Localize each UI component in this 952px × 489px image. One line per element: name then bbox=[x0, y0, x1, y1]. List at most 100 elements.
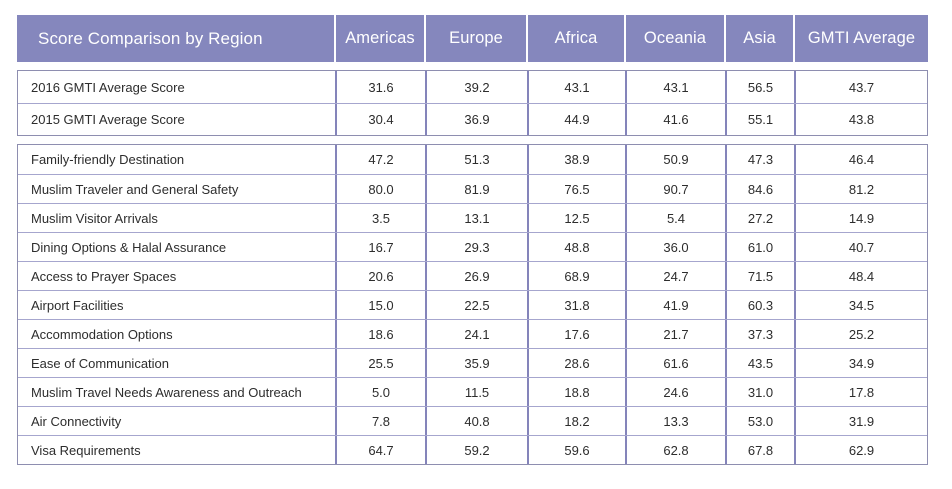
row-label: 2016 GMTI Average Score bbox=[31, 79, 185, 95]
score-cell: 41.9 bbox=[625, 291, 725, 319]
table-row: Ease of Communication 25.5 35.9 28.6 61.6 43.… bbox=[18, 348, 927, 377]
score-cell: 17.6 bbox=[527, 320, 625, 348]
score-cell: 41.6 bbox=[625, 104, 725, 135]
score-cell: 60.3 bbox=[725, 291, 794, 319]
row-label: Muslim Visitor Arrivals bbox=[31, 210, 158, 226]
column-header-americas: Americas bbox=[334, 15, 424, 62]
score-cell: 43.8 bbox=[794, 104, 927, 135]
score-cell: 43.7 bbox=[794, 71, 927, 103]
score-cell: 84.6 bbox=[725, 175, 794, 203]
score-cell: 17.8 bbox=[794, 378, 927, 406]
row-label: Accommodation Options bbox=[31, 326, 173, 342]
score-cell: 36.0 bbox=[625, 233, 725, 261]
row-label: Family-friendly Destination bbox=[31, 152, 185, 167]
score-cell: 76.5 bbox=[527, 175, 625, 203]
table-row: 2015 GMTI Average Score 30.4 36.9 44.9 41.6 5… bbox=[18, 103, 927, 135]
table-title: Score Comparison by Region bbox=[38, 28, 263, 48]
table-row: Muslim Travel Needs Awareness and Outrea… bbox=[18, 377, 927, 406]
score-cell: 53.0 bbox=[725, 407, 794, 435]
score-cell: 39.2 bbox=[425, 71, 527, 103]
score-cell: 40.7 bbox=[794, 233, 927, 261]
score-cell: 36.9 bbox=[425, 104, 527, 135]
row-label: Muslim Travel Needs Awareness and Outrea… bbox=[31, 384, 302, 400]
table-row: Dining Options & Halal Assurance 16.7 29.3… bbox=[18, 232, 927, 261]
score-cell: 48.4 bbox=[794, 262, 927, 290]
score-cell: 43.1 bbox=[625, 71, 725, 103]
score-cell: 31.8 bbox=[527, 291, 625, 319]
score-cell: 22.5 bbox=[425, 291, 527, 319]
score-cell: 18.6 bbox=[335, 320, 425, 348]
gmti-average-scores-section: 2016 GMTI Average Score 31.6 39.2 43.1 43.1 5… bbox=[17, 70, 928, 136]
score-cell: 3.5 bbox=[335, 204, 425, 232]
column-header-europe: Europe bbox=[424, 15, 526, 62]
score-cell: 31.9 bbox=[794, 407, 927, 435]
row-label: Muslim Traveler and General Safety bbox=[31, 181, 239, 197]
score-cell: 46.4 bbox=[794, 145, 927, 174]
score-cell: 38.9 bbox=[527, 145, 625, 174]
score-cell: 18.8 bbox=[527, 378, 625, 406]
score-cell: 29.3 bbox=[425, 233, 527, 261]
score-cell: 40.8 bbox=[425, 407, 527, 435]
score-cell: 24.1 bbox=[425, 320, 527, 348]
row-label: Air Connectivity bbox=[31, 413, 122, 429]
score-cell: 26.9 bbox=[425, 262, 527, 290]
score-cell: 55.1 bbox=[725, 104, 794, 135]
table-row: Airport Facilities 15.0 22.5 31.8 41.9 60.3 34… bbox=[18, 290, 927, 319]
score-cell: 21.7 bbox=[625, 320, 725, 348]
table-row: Muslim Traveler and General Safety 80.0 81… bbox=[18, 174, 927, 203]
table-row: Visa Requirements 64.7 59.2 59.6 62.8 67.8 62.… bbox=[18, 435, 927, 464]
score-cell: 43.5 bbox=[725, 349, 794, 377]
row-label: 2015 GMTI Average Score bbox=[31, 112, 185, 127]
score-cell: 7.8 bbox=[335, 407, 425, 435]
row-label: Ease of Communication bbox=[31, 355, 170, 371]
score-cell: 27.2 bbox=[725, 204, 794, 232]
score-cell: 47.3 bbox=[725, 145, 794, 174]
score-cell: 62.8 bbox=[625, 436, 725, 464]
score-cell: 24.6 bbox=[625, 378, 725, 406]
score-cell: 81.2 bbox=[794, 175, 927, 203]
score-cell: 15.0 bbox=[335, 291, 425, 319]
score-cell: 44.9 bbox=[527, 104, 625, 135]
score-cell: 28.6 bbox=[527, 349, 625, 377]
score-cell: 61.0 bbox=[725, 233, 794, 261]
criteria-scores-section: Family-friendly Destination 47.2 51.3 38.9 5… bbox=[17, 144, 928, 465]
score-cell: 64.7 bbox=[335, 436, 425, 464]
score-cell: 14.9 bbox=[794, 204, 927, 232]
column-header-africa: Africa bbox=[526, 15, 624, 62]
score-comparison-table: Score Comparison by Region Americas Euro… bbox=[17, 15, 928, 473]
score-cell: 34.5 bbox=[794, 291, 927, 319]
score-cell: 43.1 bbox=[527, 71, 625, 103]
score-cell: 12.5 bbox=[527, 204, 625, 232]
column-header-gmti-average: GMTI Average bbox=[793, 15, 928, 62]
score-cell: 61.6 bbox=[625, 349, 725, 377]
table-header-row: Score Comparison by Region Americas Euro… bbox=[17, 15, 928, 62]
score-cell: 81.9 bbox=[425, 175, 527, 203]
row-label: Dining Options & Halal Assurance bbox=[31, 239, 227, 255]
score-cell: 68.9 bbox=[527, 262, 625, 290]
score-cell: 62.9 bbox=[794, 436, 927, 464]
score-cell: 25.2 bbox=[794, 320, 927, 348]
score-cell: 37.3 bbox=[725, 320, 794, 348]
score-cell: 90.7 bbox=[625, 175, 725, 203]
score-cell: 13.3 bbox=[625, 407, 725, 435]
score-cell: 67.8 bbox=[725, 436, 794, 464]
column-header-asia: Asia bbox=[724, 15, 793, 62]
score-cell: 71.5 bbox=[725, 262, 794, 290]
score-cell: 18.2 bbox=[527, 407, 625, 435]
score-cell: 25.5 bbox=[335, 349, 425, 377]
table-row: Muslim Visitor Arrivals 3.5 13.1 12.5 5.4 27.… bbox=[18, 203, 927, 232]
score-cell: 30.4 bbox=[335, 104, 425, 135]
score-cell: 59.2 bbox=[425, 436, 527, 464]
score-cell: 34.9 bbox=[794, 349, 927, 377]
row-label: Airport Facilities bbox=[31, 297, 124, 313]
score-cell: 31.0 bbox=[725, 378, 794, 406]
score-cell: 16.7 bbox=[335, 233, 425, 261]
score-cell: 56.5 bbox=[725, 71, 794, 103]
score-cell: 31.6 bbox=[335, 71, 425, 103]
row-label: Visa Requirements bbox=[31, 442, 141, 458]
score-cell: 24.7 bbox=[625, 262, 725, 290]
table-row: Air Connectivity 7.8 40.8 18.2 13.3 53.0 31.9 bbox=[18, 406, 927, 435]
score-cell: 5.4 bbox=[625, 204, 725, 232]
score-cell: 20.6 bbox=[335, 262, 425, 290]
